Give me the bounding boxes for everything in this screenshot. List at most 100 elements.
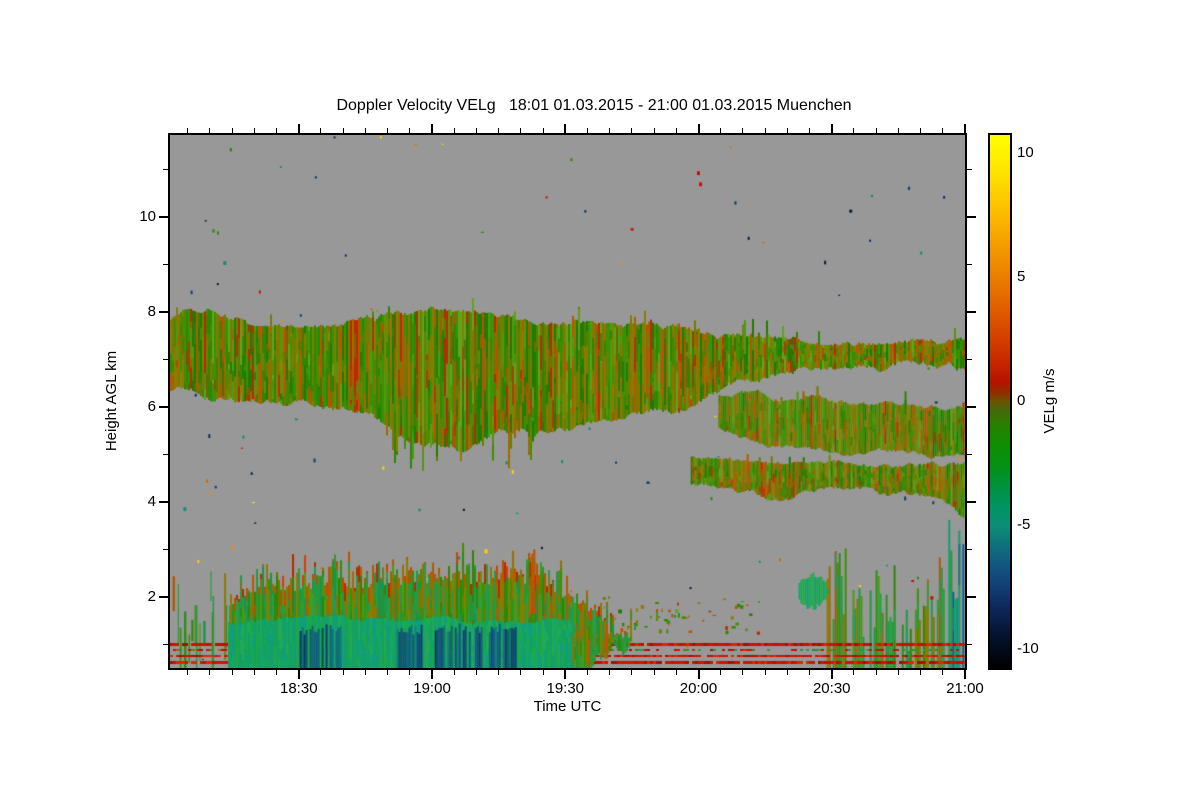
x-minor-tick <box>853 128 855 133</box>
velocity-heatmap-canvas <box>170 135 965 668</box>
x-minor-tick <box>342 128 344 133</box>
x-major-tick <box>564 124 567 133</box>
x-minor-tick <box>542 670 544 675</box>
x-tick-label: 20:30 <box>812 680 851 697</box>
x-tick-label: 21:00 <box>946 680 984 697</box>
y-major-tick <box>967 311 976 313</box>
x-minor-tick <box>253 128 255 133</box>
y-minor-tick <box>967 264 972 266</box>
x-minor-tick <box>409 670 411 675</box>
x-tick-label: 18:30 <box>280 680 318 697</box>
y-minor-tick <box>163 454 168 456</box>
y-major-tick <box>159 501 168 504</box>
y-major-tick <box>967 405 976 408</box>
x-minor-tick <box>675 128 677 133</box>
x-minor-tick <box>897 670 899 675</box>
x-minor-tick <box>409 128 411 133</box>
y-axis-title: Height AGL km <box>103 350 120 452</box>
y-minor-tick <box>967 549 972 550</box>
x-minor-tick <box>653 128 655 133</box>
y-tick-label: 8 <box>147 303 156 320</box>
x-minor-tick <box>453 128 455 133</box>
x-major-tick <box>564 670 567 679</box>
x-minor-tick <box>520 670 522 675</box>
plot-area <box>168 133 967 670</box>
x-minor-tick <box>276 128 278 133</box>
x-major-tick <box>297 670 300 679</box>
x-tick-label: 19:30 <box>546 680 585 697</box>
x-minor-tick <box>920 670 922 675</box>
y-minor-tick <box>967 643 972 645</box>
x-minor-tick <box>653 670 655 675</box>
chart-title: Doppler Velocity VELg 18:01 01.03.2015 -… <box>336 97 852 114</box>
y-major-tick <box>159 215 168 218</box>
x-tick-label: 20:00 <box>679 680 718 697</box>
y-minor-tick <box>163 549 168 550</box>
x-minor-tick <box>342 670 344 675</box>
x-major-tick <box>697 124 700 133</box>
x-minor-tick <box>520 128 522 133</box>
colorbar-title: VELg m/s <box>1041 368 1058 434</box>
y-major-tick <box>967 215 976 218</box>
x-minor-tick <box>897 128 899 133</box>
x-major-tick <box>297 124 300 133</box>
x-minor-tick <box>631 670 633 675</box>
x-minor-tick <box>875 670 877 675</box>
x-minor-tick <box>475 670 477 675</box>
x-minor-tick <box>675 670 677 675</box>
x-minor-tick <box>875 128 877 133</box>
x-minor-tick <box>764 670 766 675</box>
x-minor-tick <box>187 670 189 675</box>
x-minor-tick <box>253 670 255 675</box>
x-minor-tick <box>942 670 944 675</box>
x-minor-tick <box>475 128 477 133</box>
x-minor-tick <box>542 128 544 133</box>
x-minor-tick <box>231 128 233 133</box>
y-minor-tick <box>967 454 972 456</box>
x-minor-tick <box>453 670 455 675</box>
y-major-tick <box>967 501 976 504</box>
y-minor-tick <box>967 358 972 360</box>
x-minor-tick <box>187 128 189 133</box>
x-minor-tick <box>364 128 366 133</box>
x-minor-tick <box>387 128 389 133</box>
colorbar-tick-label: -10 <box>1017 640 1039 658</box>
x-minor-tick <box>209 128 211 133</box>
x-minor-tick <box>853 670 855 675</box>
colorbar-tick-label: 5 <box>1017 267 1026 285</box>
x-major-tick <box>830 670 833 679</box>
y-tick-label: 4 <box>147 493 156 511</box>
y-minor-tick <box>163 358 168 360</box>
x-minor-tick <box>720 128 722 133</box>
x-major-tick <box>964 124 966 133</box>
x-minor-tick <box>364 670 366 675</box>
y-major-tick <box>967 596 976 598</box>
x-minor-tick <box>786 670 788 675</box>
x-minor-tick <box>609 128 611 133</box>
x-minor-tick <box>586 128 588 133</box>
x-minor-tick <box>809 128 811 133</box>
x-minor-tick <box>320 670 322 675</box>
x-minor-tick <box>786 128 788 133</box>
x-minor-tick <box>276 670 278 675</box>
x-minor-tick <box>764 128 766 133</box>
x-minor-tick <box>609 670 611 675</box>
x-minor-tick <box>498 128 500 133</box>
x-major-tick <box>431 670 434 679</box>
x-minor-tick <box>631 128 633 133</box>
x-minor-tick <box>742 670 744 675</box>
x-major-tick <box>431 124 434 133</box>
x-minor-tick <box>742 128 744 133</box>
x-minor-tick <box>387 670 389 675</box>
colorbar <box>988 133 1012 670</box>
y-minor-tick <box>163 168 168 170</box>
y-tick-label: 10 <box>139 207 156 225</box>
x-minor-tick <box>720 670 722 675</box>
x-minor-tick <box>498 670 500 675</box>
x-axis-title: Time UTC <box>533 698 602 715</box>
x-minor-tick <box>920 128 922 133</box>
y-major-tick <box>159 405 168 408</box>
y-minor-tick <box>967 168 972 170</box>
x-minor-tick <box>231 670 233 675</box>
